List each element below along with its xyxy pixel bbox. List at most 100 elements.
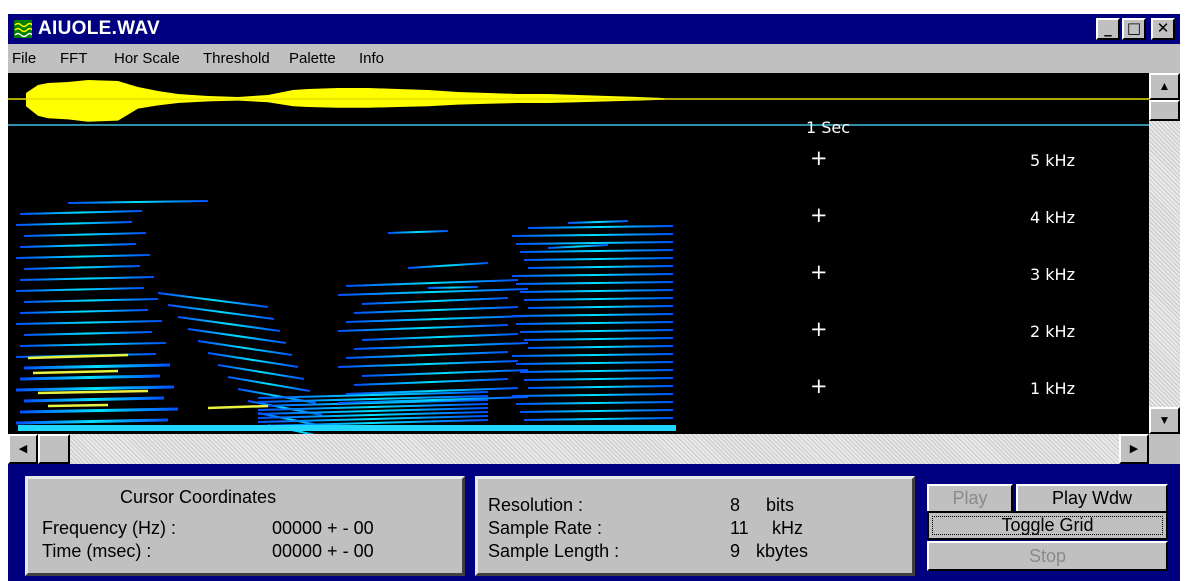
- horizontal-scrollbar[interactable]: ◀ ▶: [8, 434, 1149, 464]
- harmonic-streak: [337, 360, 519, 368]
- harmonic-streak: [167, 304, 275, 320]
- harmonic-streak: [197, 340, 293, 356]
- harmonic-streak: [217, 364, 305, 380]
- harmonic-streak: [15, 254, 151, 259]
- play-button[interactable]: Play: [927, 484, 1013, 513]
- freq-label-3khz: 3 kHz: [1030, 265, 1075, 284]
- harmonic-streak: [257, 411, 489, 419]
- scroll-right-button[interactable]: ▶: [1119, 434, 1149, 464]
- harmonic-streak: [353, 378, 509, 386]
- harmonic-streak: [257, 415, 489, 423]
- harmonic-streak: [15, 287, 145, 292]
- resolution-unit: bits: [766, 495, 795, 515]
- baseline-energy-band: [18, 425, 676, 431]
- status-area: Cursor Coordinates Frequency (Hz) : 0000…: [8, 464, 1180, 581]
- harmonic-streak: [23, 232, 147, 237]
- grid-marker: +: [810, 317, 828, 341]
- harmonic-streak: [523, 297, 674, 301]
- sample-rate-label: Sample Rate :: [488, 518, 603, 538]
- harmonic-streak: [19, 210, 143, 215]
- maximize-button[interactable]: □: [1122, 18, 1146, 40]
- harmonic-streak: [19, 374, 161, 381]
- harmonic-streak: [353, 306, 519, 314]
- scroll-corner: [1149, 434, 1180, 464]
- sample-length-value: 9: [730, 541, 741, 561]
- app-spectrum-icon[interactable]: [14, 20, 33, 38]
- harmonic-streak: [523, 377, 674, 381]
- scroll-left-button[interactable]: ◀: [8, 434, 38, 464]
- spectrogram-view[interactable]: 1 Sec + + + + + 5 kHz 4 kHz 3 kHz 2 kHz …: [8, 73, 1149, 434]
- harmonic-streak: [361, 333, 519, 341]
- toggle-grid-label: Toggle Grid: [1001, 515, 1094, 535]
- harmonic-streak: [257, 395, 489, 403]
- harmonic-streak: [345, 279, 519, 287]
- harmonic-streak: [257, 391, 489, 399]
- scroll-down-button[interactable]: ▼: [1149, 407, 1180, 434]
- menu-hor-scale[interactable]: Hor Scale: [114, 50, 180, 67]
- harmonic-streak: [19, 342, 167, 347]
- harmonic-streak: [515, 361, 674, 365]
- resolution-value: 8: [730, 495, 741, 515]
- harmonic-streak: [527, 225, 674, 229]
- sample-rate-unit: kHz: [772, 518, 803, 538]
- harmonic-streak: [337, 324, 509, 332]
- harmonic-streak: [523, 417, 674, 421]
- harmonic-streak: [515, 241, 674, 245]
- harmonic-streak: [511, 273, 674, 277]
- close-button[interactable]: ✕: [1151, 18, 1175, 40]
- harmonic-streak: [15, 385, 175, 392]
- harmonic-streak: [23, 331, 153, 336]
- harmonic-streak: [23, 363, 171, 370]
- freq-label-4khz: 4 kHz: [1030, 208, 1075, 227]
- grid-marker: +: [810, 146, 828, 170]
- menu-threshold[interactable]: Threshold: [203, 50, 270, 67]
- menu-info[interactable]: Info: [359, 50, 385, 67]
- harmonic-streak: [519, 289, 674, 293]
- harmonic-streak: [523, 257, 674, 261]
- harmonic-streak: [527, 345, 674, 349]
- harmonic-streak: [15, 320, 163, 325]
- toggle-grid-button[interactable]: Toggle Grid: [927, 511, 1168, 540]
- harmonic-streak: [23, 396, 165, 403]
- cursor-panel-title: Cursor Coordinates: [120, 487, 277, 507]
- stop-button[interactable]: Stop: [927, 541, 1168, 571]
- harmonic-streak: [353, 342, 529, 350]
- harmonic-streak: [387, 230, 449, 234]
- harmonic-streak: [227, 376, 311, 392]
- vertical-scrollbar[interactable]: ▲ ▼: [1149, 73, 1180, 434]
- frequency-label: Frequency (Hz) :: [42, 518, 177, 538]
- freq-label-5khz: 5 kHz: [1030, 151, 1075, 170]
- harmonic-streak: [345, 315, 529, 323]
- harmonic-streak: [207, 352, 299, 368]
- harmonic-streak: [511, 233, 674, 237]
- sample-length-label: Sample Length :: [488, 541, 620, 561]
- menu-palette[interactable]: Palette: [289, 50, 336, 67]
- resolution-label: Resolution :: [488, 495, 584, 515]
- time-marker-label: 1 Sec: [806, 118, 851, 137]
- focus-indicator: [932, 516, 1163, 535]
- time-label: Time (msec) :: [42, 541, 152, 561]
- harmonic-streak: [345, 387, 519, 395]
- harmonic-streak: [519, 249, 674, 253]
- harmonic-streak: [67, 200, 209, 204]
- title-bar[interactable]: AIUOLE.WAV _ □ ✕: [8, 14, 1180, 44]
- harmonic-streak: [515, 321, 674, 325]
- harmonic-streak: [337, 396, 529, 404]
- play-window-button[interactable]: Play Wdw: [1016, 484, 1168, 513]
- spectral-energy: [15, 197, 676, 434]
- menu-fft[interactable]: FFT: [60, 50, 88, 67]
- sample-length-unit: kbytes: [756, 541, 809, 561]
- minimize-button[interactable]: _: [1096, 18, 1120, 40]
- grid-marker: +: [810, 260, 828, 284]
- harmonic-streak: [511, 313, 674, 317]
- scroll-up-button[interactable]: ▲: [1149, 73, 1180, 100]
- menu-file[interactable]: File: [12, 50, 37, 67]
- harmonic-streak: [427, 286, 479, 289]
- harmonic-streak: [345, 351, 509, 359]
- harmonic-streak: [407, 262, 489, 269]
- horizontal-scroll-thumb[interactable]: [38, 434, 70, 464]
- vertical-scroll-thumb[interactable]: [1149, 100, 1180, 121]
- harmonic-streak: [177, 316, 281, 332]
- harmonic-streak: [519, 409, 674, 413]
- sample-rate-value: 11: [730, 518, 749, 538]
